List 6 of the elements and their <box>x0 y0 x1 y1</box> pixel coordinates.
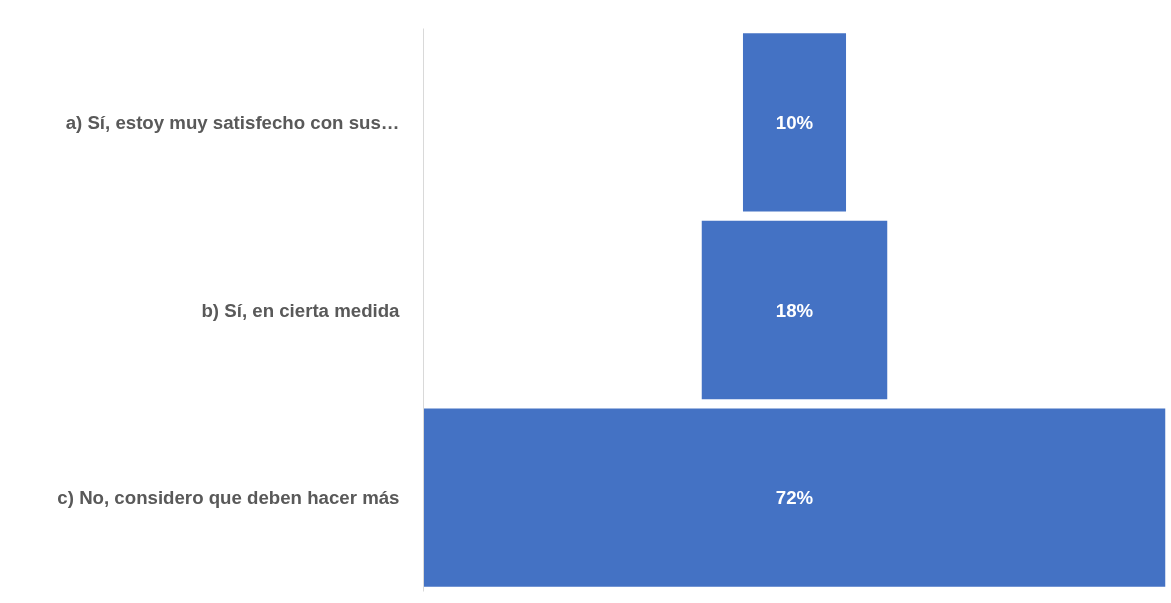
category-label: b) Sí, en cierta medida <box>201 299 401 321</box>
data-label: 18% <box>775 299 814 321</box>
category-label: c) No, considero que deben hacer más <box>57 487 400 509</box>
category-label: a) Sí, estoy muy satisfecho con sus… <box>65 111 400 133</box>
data-label: 10% <box>775 111 814 133</box>
data-label: 72% <box>775 487 814 509</box>
